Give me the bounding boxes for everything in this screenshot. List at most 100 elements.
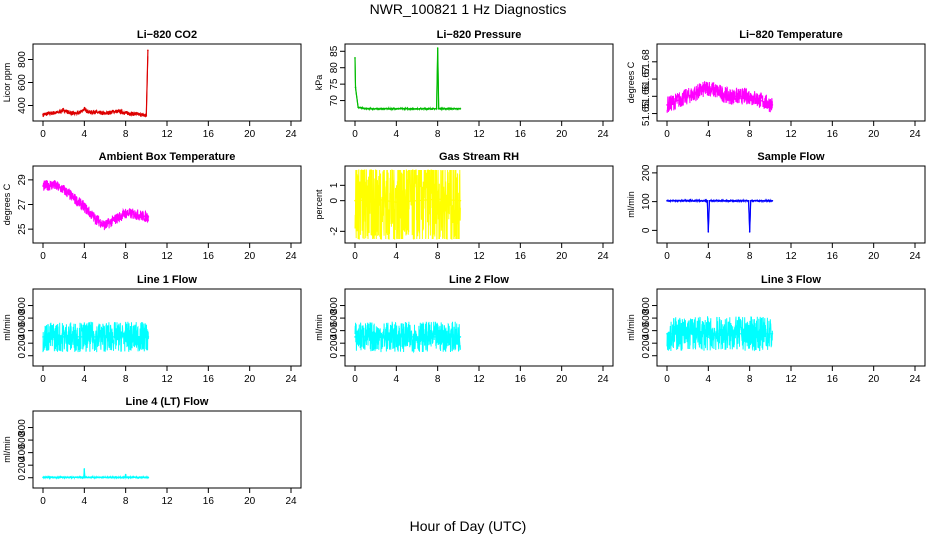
x-tick-label: 0 xyxy=(40,374,46,385)
x-tick-label: 4 xyxy=(394,129,400,140)
data-point xyxy=(666,199,668,202)
x-tick-label: 0 xyxy=(352,374,358,385)
data-point xyxy=(395,201,398,203)
y-axis-label: degrees C xyxy=(626,61,636,103)
data-point xyxy=(357,106,359,108)
panel-10: Line 4 (LT) Flow ml/min 0 4 8 12 16 20 24 0 200400… xyxy=(2,396,302,507)
y-tick-label: 800 xyxy=(329,297,340,314)
y-axis-label: ml/min xyxy=(2,436,12,463)
data-point xyxy=(93,217,96,219)
data-point xyxy=(708,199,711,202)
x-tick-label: 12 xyxy=(785,129,797,140)
x-tick-label: 4 xyxy=(82,251,88,262)
x-tick-label: 24 xyxy=(597,251,609,262)
data-point xyxy=(436,198,439,200)
data-point xyxy=(707,231,710,233)
x-tick-label: 0 xyxy=(352,129,358,140)
panel-title: Sample Flow xyxy=(757,151,825,163)
panel-title: Line 3 Flow xyxy=(761,274,821,286)
data-point xyxy=(416,336,418,338)
data-point xyxy=(42,476,44,479)
y-tick-label: 600 xyxy=(329,309,340,326)
series-trace xyxy=(354,321,461,354)
panel-2: Li−820 Pressure kPa 0 4 8 12 16 20 24 70 75 80 85 xyxy=(314,29,614,140)
x-tick-label: 20 xyxy=(556,129,568,140)
data-point xyxy=(416,107,418,110)
data-point xyxy=(145,216,148,218)
x-tick-label: 0 xyxy=(664,374,670,385)
y-tick-label: 51.65 xyxy=(641,101,652,126)
y-tick-label: 1 xyxy=(329,182,340,188)
x-tick-label: 4 xyxy=(82,496,88,507)
series-trace xyxy=(666,81,773,113)
data-point xyxy=(124,336,127,338)
series-line xyxy=(354,198,461,203)
x-tick-label: 24 xyxy=(285,129,297,140)
data-point xyxy=(62,476,65,479)
x-tick-label: 8 xyxy=(747,251,753,262)
x-tick-label: 8 xyxy=(435,374,441,385)
y-tick-label: 75 xyxy=(329,78,340,90)
y-tick-label: 800 xyxy=(17,297,28,314)
data-point xyxy=(57,111,60,114)
y-tick-label: 200 xyxy=(329,334,340,351)
series-line xyxy=(43,468,149,478)
x-tick-label: 16 xyxy=(515,129,527,140)
y-tick-label: 400 xyxy=(17,97,28,114)
plot-frame xyxy=(344,43,614,122)
data-point xyxy=(52,112,55,114)
data-point xyxy=(459,199,462,202)
data-point xyxy=(771,199,774,202)
data-point xyxy=(52,183,55,186)
series-trace xyxy=(666,315,773,352)
x-tick-label: 24 xyxy=(597,129,609,140)
y-tick-label: 80 xyxy=(329,62,340,74)
data-point xyxy=(83,206,86,208)
data-point xyxy=(73,197,75,200)
x-tick-label: 0 xyxy=(664,129,670,140)
x-tick-label: 4 xyxy=(706,129,712,140)
data-point xyxy=(666,104,668,106)
x-tick-label: 0 xyxy=(40,129,46,140)
y-tick-label: 200 xyxy=(641,164,652,181)
y-axis-label: ml/min xyxy=(314,314,324,341)
data-point xyxy=(459,107,462,110)
data-point xyxy=(88,111,91,114)
x-tick-label: 12 xyxy=(785,251,797,262)
x-tick-label: 20 xyxy=(244,251,256,262)
data-point xyxy=(354,86,357,89)
y-tick-label: 600 xyxy=(17,309,28,326)
x-tick-label: 24 xyxy=(285,374,297,385)
x-tick-label: 20 xyxy=(868,129,880,140)
x-tick-label: 16 xyxy=(515,374,527,385)
x-tick-label: 8 xyxy=(123,374,129,385)
panel-title: Li−820 Temperature xyxy=(739,29,842,41)
x-tick-label: 16 xyxy=(203,251,215,262)
x-tick-label: 4 xyxy=(82,374,88,385)
x-tick-label: 16 xyxy=(203,374,215,385)
series-trace xyxy=(42,468,149,480)
y-tick-label: 100 xyxy=(641,193,652,210)
data-point xyxy=(93,111,96,113)
x-tick-label: 20 xyxy=(556,374,568,385)
data-point xyxy=(748,231,751,233)
panel-1: Li−820 CO2 Licor ppm 0 4 8 12 16 20 24 400 600 800 xyxy=(2,29,302,140)
data-point xyxy=(416,199,418,202)
data-point xyxy=(83,336,86,338)
data-point xyxy=(354,57,356,59)
data-point xyxy=(707,86,710,89)
x-tick-label: 20 xyxy=(556,251,568,262)
x-tick-label: 20 xyxy=(868,374,880,385)
data-point xyxy=(354,336,356,338)
y-tick-label: 0 xyxy=(17,353,28,359)
x-tick-label: 24 xyxy=(909,129,921,140)
data-point xyxy=(747,199,750,202)
data-point xyxy=(459,336,462,338)
x-tick-label: 24 xyxy=(909,374,921,385)
x-tick-label: 0 xyxy=(664,251,670,262)
series-trace xyxy=(354,169,461,240)
plot-frame xyxy=(656,165,926,244)
x-tick-label: 8 xyxy=(435,251,441,262)
x-tick-label: 4 xyxy=(394,251,400,262)
